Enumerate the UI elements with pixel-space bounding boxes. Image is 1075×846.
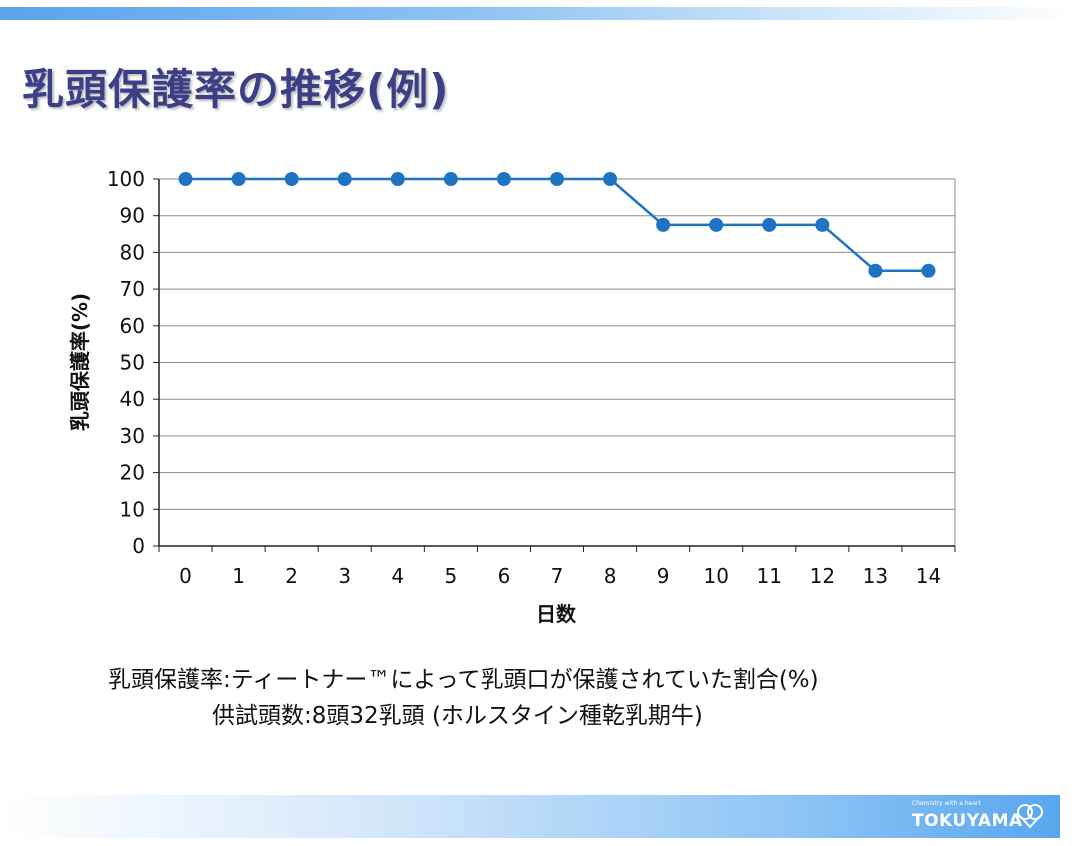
data-point-day-7 — [550, 172, 564, 186]
y-tick-label-10: 10 — [120, 497, 145, 521]
data-point-day-9 — [656, 217, 671, 232]
x-tick-label-10: 10 — [703, 564, 728, 588]
y-tick-label-60: 60 — [120, 314, 145, 338]
page-title: 乳頭保護率の推移(例) — [22, 65, 450, 114]
data-point-day-3 — [337, 172, 352, 186]
x-tick-label-0: 0 — [179, 564, 192, 588]
y-tick-label-20: 20 — [120, 461, 145, 485]
x-tick-label-3: 3 — [338, 564, 351, 588]
x-tick-label-11: 11 — [757, 564, 782, 588]
x-axis-label: 日数 — [536, 602, 577, 626]
x-tick-label-8: 8 — [604, 564, 617, 588]
chart-axes — [153, 178, 956, 552]
x-tick-label-7: 7 — [551, 564, 564, 588]
x-tick-label-4: 4 — [391, 564, 404, 588]
data-point-day-5 — [443, 172, 458, 186]
data-point-day-8 — [603, 172, 618, 186]
x-tick-label-6: 6 — [498, 564, 511, 588]
x-tick-label-14: 14 — [916, 564, 941, 588]
data-point-day-14 — [921, 263, 936, 278]
bottom-decorative-band — [0, 795, 1060, 838]
data-point-day-1 — [231, 172, 246, 186]
logo-tagline: Chemistry with a heart — [912, 800, 981, 807]
y-tick-label-90: 90 — [120, 204, 145, 228]
gridlines — [159, 178, 956, 546]
x-tick-label-5: 5 — [444, 564, 457, 588]
data-point-day-2 — [284, 172, 299, 186]
x-tick-label-13: 13 — [863, 564, 888, 588]
y-tick-labels: 0 10 20 30 40 50 60 70 80 90 100 — [107, 167, 145, 558]
top-decorative-band — [0, 7, 1075, 20]
company-logo: Chemistry with a heart TOKUYAMA — [912, 800, 1052, 834]
data-point-day-12 — [815, 217, 830, 232]
x-tick-label-2: 2 — [285, 564, 298, 588]
data-point-day-0 — [178, 172, 193, 186]
y-tick-label-100: 100 — [107, 167, 145, 191]
y-tick-label-40: 40 — [120, 387, 145, 411]
x-tick-label-1: 1 — [232, 564, 245, 588]
y-tick-label-0: 0 — [132, 534, 145, 558]
chart-note-sample: 供試頭数:8頭32乳頭 (ホルスタイン種乾乳期牛) — [212, 703, 703, 729]
x-tick-labels: 0 1 2 3 4 5 6 7 8 9 10 11 12 13 14 — [179, 564, 941, 588]
y-tick-label-50: 50 — [120, 351, 145, 375]
data-point-day-4 — [390, 172, 405, 186]
y-tick-label-70: 70 — [120, 277, 145, 301]
chart-note-definition: 乳頭保護率:ティートナー™によって乳頭口が保護されていた割合(%) — [108, 667, 819, 693]
series-points — [178, 172, 936, 278]
data-point-day-6 — [496, 172, 511, 186]
y-axis-label: 乳頭保護率(%) — [68, 293, 92, 431]
data-point-day-10 — [709, 217, 724, 232]
x-tick-label-9: 9 — [657, 564, 670, 588]
y-tick-label-80: 80 — [120, 240, 145, 264]
x-tick-label-12: 12 — [810, 564, 835, 588]
data-point-day-13 — [868, 263, 883, 278]
data-point-day-11 — [762, 217, 777, 232]
y-tick-label-30: 30 — [120, 424, 145, 448]
logo-name: TOKUYAMA — [912, 811, 1023, 831]
heart-double-circle-logo-icon — [1017, 804, 1043, 829]
